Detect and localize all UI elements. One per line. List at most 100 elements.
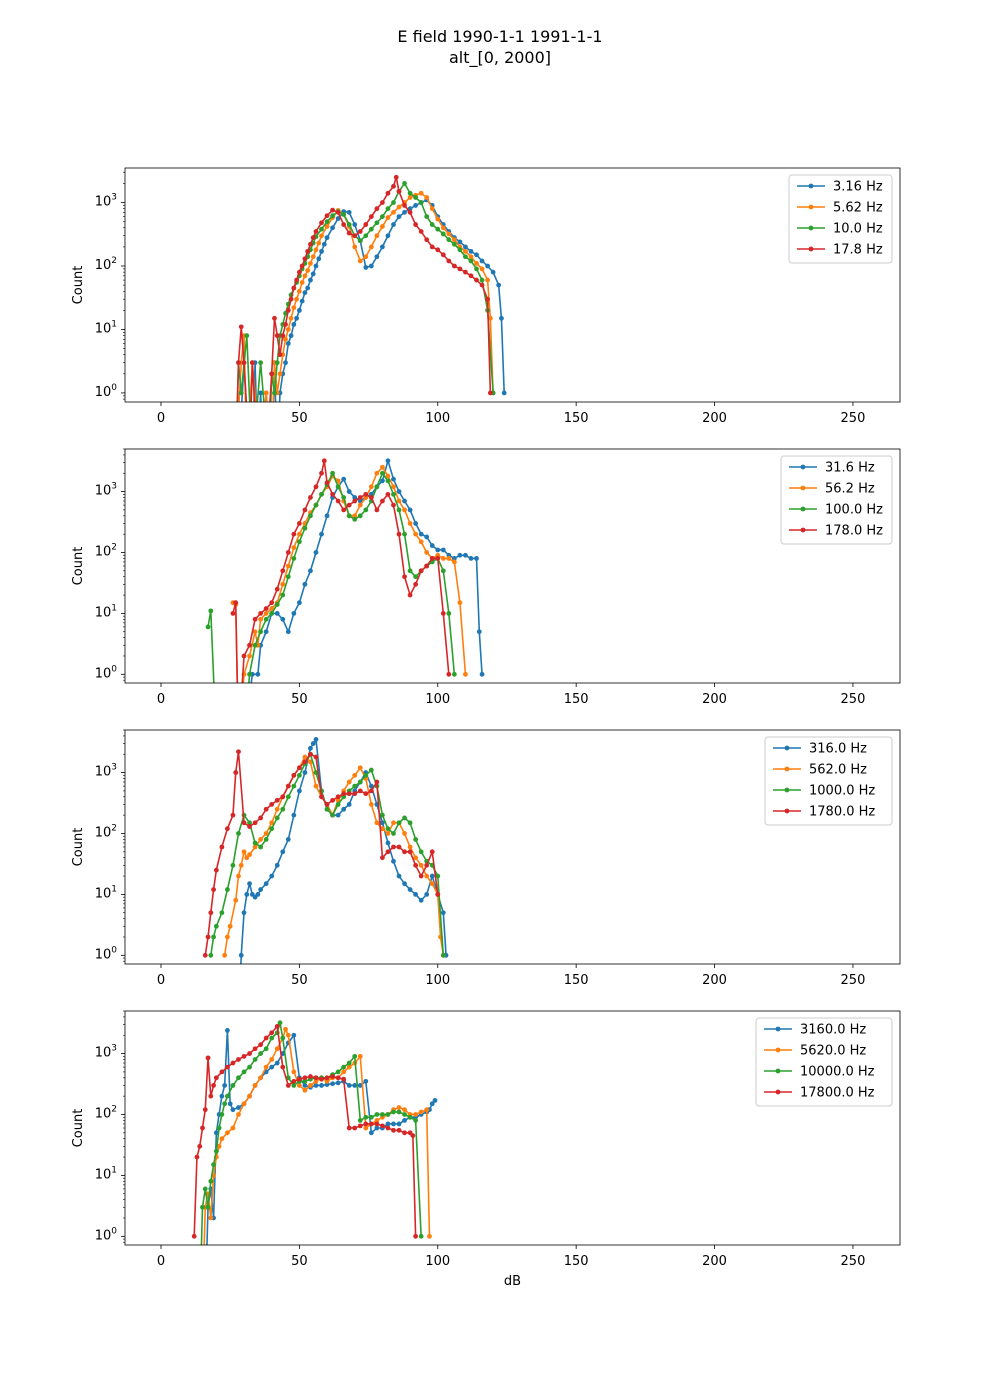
data-point: [230, 812, 236, 818]
legend-marker: [800, 485, 806, 491]
data-point: [429, 881, 435, 887]
series-line: [203, 1027, 431, 1245]
data-point: [241, 820, 247, 826]
x-tick-label: 250: [841, 692, 866, 707]
data-point: [374, 1121, 380, 1127]
data-point: [335, 794, 341, 800]
y-tick-label: 101: [95, 1165, 117, 1182]
data-point: [313, 263, 319, 269]
data-point: [407, 1114, 413, 1120]
data-point: [463, 269, 468, 275]
legend-label: 17.8 Hz: [833, 243, 883, 258]
data-point: [446, 231, 452, 237]
data-point: [313, 1075, 319, 1081]
data-point: [280, 592, 286, 598]
series-line: [236, 177, 492, 402]
data-point: [252, 840, 258, 846]
data-point: [236, 1057, 241, 1062]
data-point: [457, 239, 463, 245]
data-point: [296, 307, 302, 313]
data-point: [413, 1112, 419, 1117]
data-point: [197, 1143, 203, 1149]
data-point: [391, 222, 396, 227]
data-point: [258, 629, 264, 635]
data-point: [324, 802, 330, 807]
data-point: [255, 671, 261, 677]
x-tick-label: 100: [425, 1254, 450, 1269]
data-point: [283, 360, 288, 366]
data-point: [296, 288, 302, 294]
y-tick-label: 103: [95, 1044, 117, 1061]
data-point: [352, 513, 358, 519]
data-point: [263, 606, 269, 611]
data-point: [324, 235, 330, 241]
data-point: [463, 248, 468, 254]
data-point: [352, 1083, 358, 1088]
series-3: [205, 470, 457, 683]
data-point: [247, 642, 252, 648]
x-tick-label: 100: [425, 973, 450, 988]
data-point: [385, 458, 391, 464]
data-point: [269, 606, 275, 611]
data-point: [368, 244, 374, 250]
data-point: [321, 241, 327, 247]
data-point: [305, 248, 311, 254]
data-point: [435, 216, 441, 222]
data-point: [427, 1233, 432, 1239]
data-point: [451, 671, 457, 677]
data-point: [363, 491, 369, 497]
data-point: [255, 891, 261, 897]
data-point: [499, 315, 504, 321]
data-point: [341, 495, 347, 500]
data-point: [330, 225, 335, 231]
x-tick-label: 0: [157, 1254, 165, 1269]
data-point: [396, 507, 402, 513]
data-point: [313, 502, 319, 508]
data-point: [407, 507, 413, 513]
legend-frame: [755, 1017, 893, 1107]
legend-label: 1000.0 Hz: [809, 784, 875, 799]
y-tick-label: 101: [95, 884, 117, 901]
data-point: [346, 1060, 352, 1066]
data-point: [319, 1076, 324, 1082]
data-point: [302, 1083, 308, 1088]
data-point: [374, 470, 380, 476]
data-point: [308, 745, 313, 751]
x-tick-label: 50: [291, 411, 308, 426]
data-point: [418, 190, 424, 196]
data-point: [319, 470, 324, 476]
data-point: [479, 266, 485, 272]
data-point: [402, 815, 407, 821]
data-point: [368, 214, 374, 220]
data-point: [363, 265, 369, 270]
series-4: [202, 749, 441, 958]
data-point: [241, 1101, 247, 1107]
data-point: [208, 952, 214, 958]
data-point: [269, 826, 275, 832]
data-point: [236, 831, 241, 836]
data-point: [385, 206, 391, 212]
data-point: [446, 258, 452, 264]
data-point: [391, 1109, 396, 1115]
data-point: [302, 256, 308, 262]
data-point: [346, 802, 352, 807]
data-point: [230, 610, 236, 616]
data-point: [440, 225, 446, 231]
data-point: [241, 360, 247, 366]
data-point: [396, 1109, 402, 1115]
data-point: [468, 258, 474, 264]
data-point: [308, 513, 313, 519]
data-point: [413, 574, 419, 580]
data-point: [451, 555, 457, 561]
data-point: [352, 783, 358, 789]
data-point: [357, 765, 363, 771]
data-point: [216, 1125, 222, 1131]
data-point: [380, 498, 385, 504]
data-point: [263, 881, 269, 887]
data-point: [283, 1026, 288, 1032]
x-tick-label: 0: [157, 973, 165, 988]
data-point: [274, 806, 280, 812]
data-point: [346, 1125, 352, 1131]
data-point: [424, 1107, 430, 1113]
